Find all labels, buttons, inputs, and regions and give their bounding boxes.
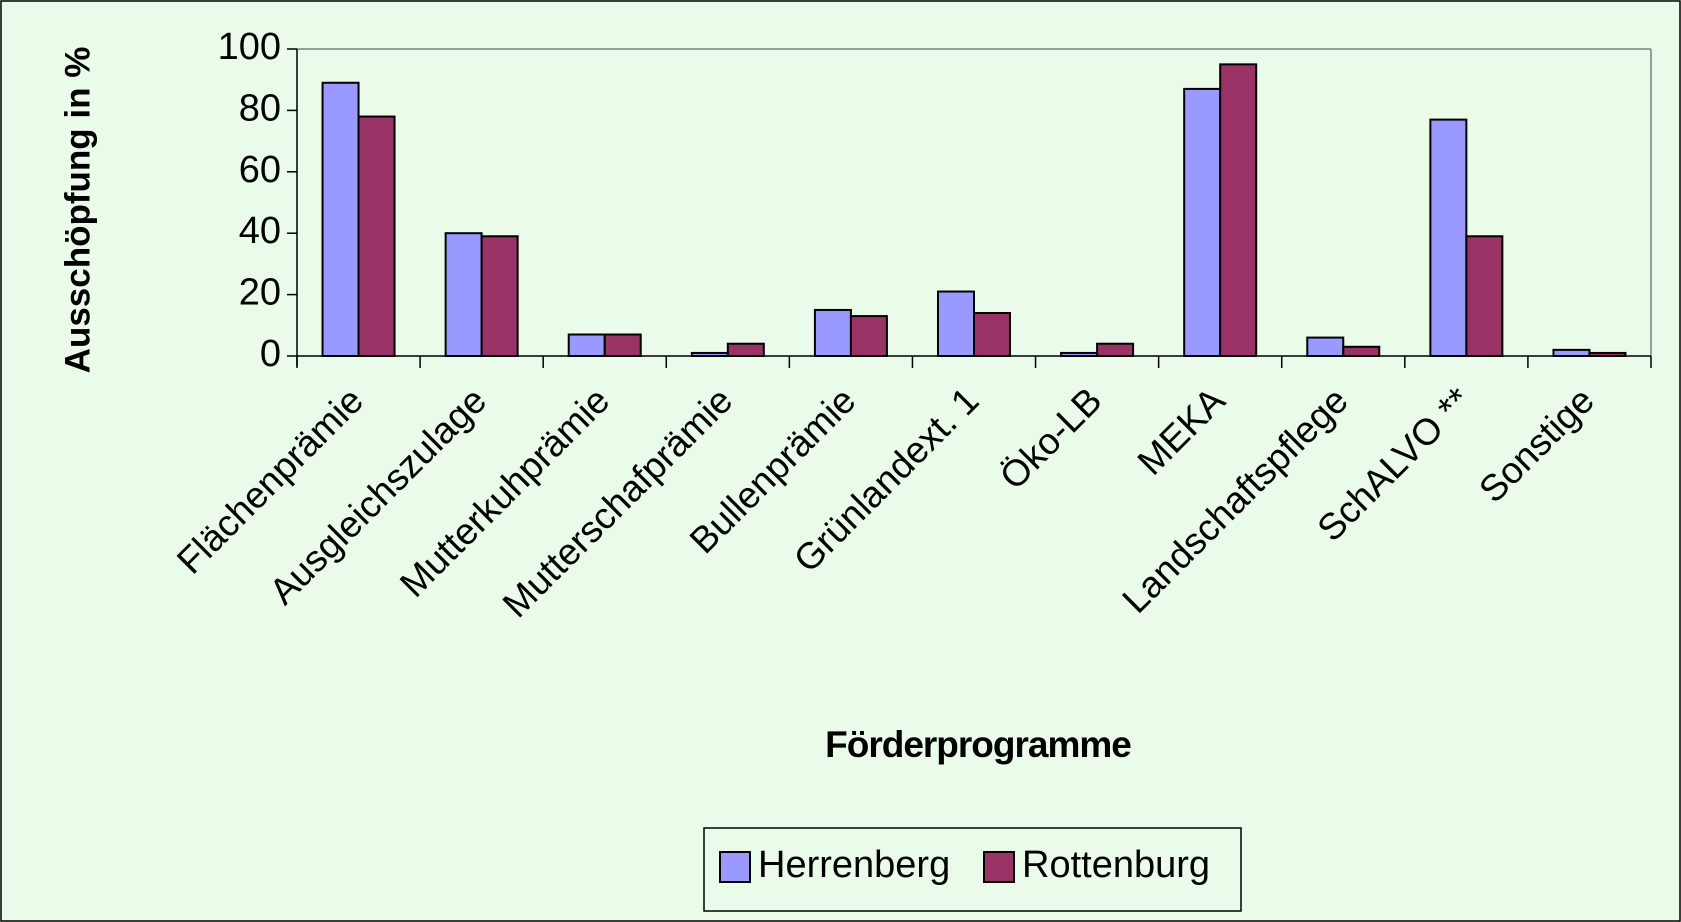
bar <box>1465 235 1504 358</box>
legend-box <box>703 827 1242 912</box>
y-axis-title: Ausschöpfung in % <box>58 47 97 374</box>
bar <box>480 235 519 358</box>
bar <box>1183 87 1222 357</box>
legend-label: Rottenburg <box>1022 844 1210 886</box>
bar <box>567 333 606 358</box>
bar <box>1306 336 1345 357</box>
bar <box>726 342 765 358</box>
legend-swatch <box>719 851 751 883</box>
bar <box>849 315 888 357</box>
bar <box>1219 63 1258 357</box>
bar <box>321 81 360 358</box>
y-tick-label: 0 <box>260 333 281 375</box>
bar <box>357 115 396 358</box>
bar <box>1096 342 1135 358</box>
bar <box>813 308 852 358</box>
y-tick-label: 20 <box>239 272 281 314</box>
x-axis-title: Förderprogramme <box>825 724 1131 765</box>
bar <box>1342 345 1381 358</box>
bar <box>973 312 1011 357</box>
legend-label: Herrenberg <box>758 844 950 886</box>
y-tick-label: 100 <box>218 26 281 68</box>
bar <box>937 290 975 357</box>
bar <box>603 333 642 358</box>
y-tick-label: 60 <box>239 149 281 191</box>
y-tick-label: 40 <box>239 210 281 252</box>
bar <box>1552 348 1591 357</box>
bar <box>1429 118 1468 357</box>
legend-swatch <box>983 851 1015 883</box>
y-tick-label: 80 <box>239 87 281 129</box>
bar <box>444 232 483 357</box>
